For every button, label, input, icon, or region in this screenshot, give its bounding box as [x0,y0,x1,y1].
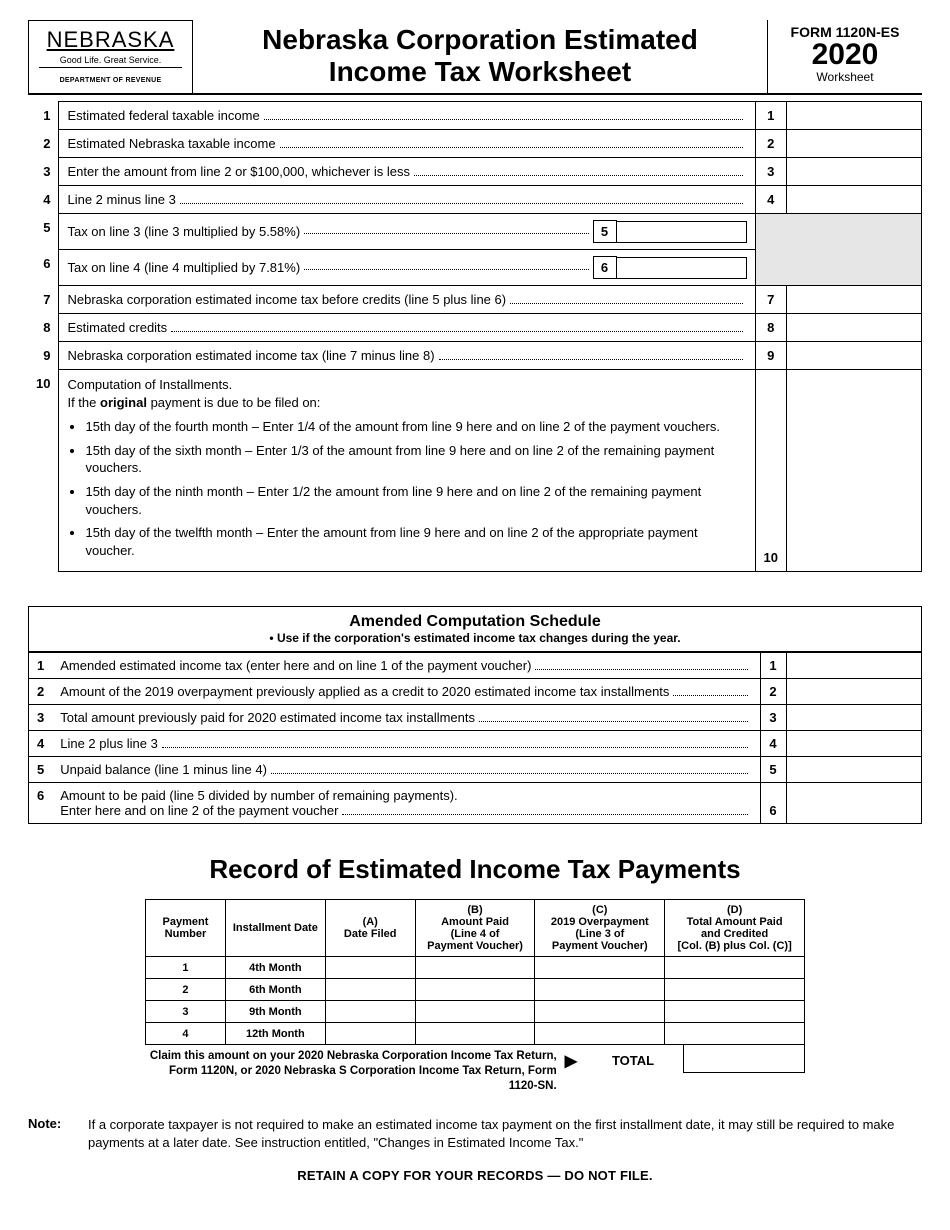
am-6-value[interactable] [786,783,921,824]
line-4: 4 Line 2 minus line 3 4 [28,186,922,214]
line-6-value[interactable] [617,257,747,279]
title-line-1: Nebraska Corporation Estimated [262,24,698,55]
line-1: 1 Estimated federal taxable income 1 [28,102,922,130]
r4-overpayment[interactable] [535,1023,665,1045]
record-row-3: 3 9th Month [146,1001,805,1023]
amended-header: Amended Computation Schedule • Use if th… [29,607,921,652]
record-footer: Claim this amount on your 2020 Nebraska … [145,1045,805,1098]
am-line-3: 3 Total amount previously paid for 2020 … [29,705,921,731]
line-2-value[interactable] [787,130,922,158]
record-row-2: 2 6th Month [146,979,805,1001]
record-title: Record of Estimated Income Tax Payments [28,854,922,885]
col-total: (D) Total Amount Paid and Credited [Col.… [665,900,805,957]
am-line-6: 6 Amount to be paid (line 5 divided by n… [29,783,921,824]
note: Note: If a corporate taxpayer is not req… [28,1116,922,1152]
line-8: 8 Estimated credits 8 [28,314,922,342]
form-title: Nebraska Corporation Estimated Income Ta… [193,20,767,93]
am-line-4: 4 Line 2 plus line 3 4 [29,731,921,757]
retain-notice: RETAIN A COPY FOR YOUR RECORDS — DO NOT … [28,1168,922,1183]
am-1-value[interactable] [786,653,921,679]
record-row-4: 4 12th Month [146,1023,805,1045]
line-10-bullets: 15th day of the fourth month – Enter 1/4… [85,418,746,559]
line-7: 7 Nebraska corporation estimated income … [28,286,922,314]
r4-amount-paid[interactable] [415,1023,535,1045]
r2-total[interactable] [665,979,805,1001]
worksheet-table: 1 Estimated federal taxable income 1 2 E… [28,101,922,572]
col-installment-date: Installment Date [225,900,325,957]
r1-total[interactable] [665,957,805,979]
line-5-value[interactable] [617,221,747,243]
logo-box: NEBRASKA Good Life. Great Service. DEPAR… [28,20,193,93]
r1-overpayment[interactable] [535,957,665,979]
col-overpayment: (C) 2019 Overpayment (Line 3 of Payment … [535,900,665,957]
line-10-value[interactable] [787,370,922,572]
r1-amount-paid[interactable] [415,957,535,979]
r2-amount-paid[interactable] [415,979,535,1001]
record-table: Payment Number Installment Date (A) Date… [145,899,805,1045]
col-amount-paid: (B) Amount Paid (Line 4 of Payment Vouch… [415,900,535,957]
am-3-value[interactable] [786,705,921,731]
title-line-2: Income Tax Worksheet [329,56,631,87]
amended-schedule: Amended Computation Schedule • Use if th… [28,606,922,824]
grand-total-value[interactable] [683,1045,805,1073]
r3-date-filed[interactable] [325,1001,415,1023]
line-5: 5 Tax on line 3 (line 3 multiplied by 5.… [28,214,922,250]
r4-total[interactable] [665,1023,805,1045]
form-year: 2020 [774,40,916,70]
line-4-value[interactable] [787,186,922,214]
line-9: 9 Nebraska corporation estimated income … [28,342,922,370]
dept-name: DEPARTMENT OF REVENUE [33,75,188,84]
r4-date-filed[interactable] [325,1023,415,1045]
col-payment-number: Payment Number [146,900,226,957]
line-10: 10 Computation of Installments. If the o… [28,370,922,572]
r2-date-filed[interactable] [325,979,415,1001]
am-4-value[interactable] [786,731,921,757]
line-3-value[interactable] [787,158,922,186]
form-subtitle: Worksheet [774,70,916,84]
record-row-1: 1 4th Month [146,957,805,979]
form-id-box: FORM 1120N-ES 2020 Worksheet [767,20,922,93]
r1-date-filed[interactable] [325,957,415,979]
am-line-5: 5 Unpaid balance (line 1 minus line 4) 5 [29,757,921,783]
r2-overpayment[interactable] [535,979,665,1001]
state-name: NEBRASKA [33,27,188,53]
form-header: NEBRASKA Good Life. Great Service. DEPAR… [28,20,922,95]
r3-amount-paid[interactable] [415,1001,535,1023]
line-7-value[interactable] [787,286,922,314]
line-2: 2 Estimated Nebraska taxable income 2 [28,130,922,158]
am-2-value[interactable] [786,679,921,705]
r3-total[interactable] [665,1001,805,1023]
line-1-value[interactable] [787,102,922,130]
am-line-2: 2 Amount of the 2019 overpayment previou… [29,679,921,705]
line-8-value[interactable] [787,314,922,342]
col-date-filed: (A) Date Filed [325,900,415,957]
line-3: 3 Enter the amount from line 2 or $100,0… [28,158,922,186]
state-tagline: Good Life. Great Service. [39,55,182,68]
am-5-value[interactable] [786,757,921,783]
r3-overpayment[interactable] [535,1001,665,1023]
line-9-value[interactable] [787,342,922,370]
arrow-icon: ▶ [559,1045,583,1071]
am-line-1: 1 Amended estimated income tax (enter he… [29,653,921,679]
